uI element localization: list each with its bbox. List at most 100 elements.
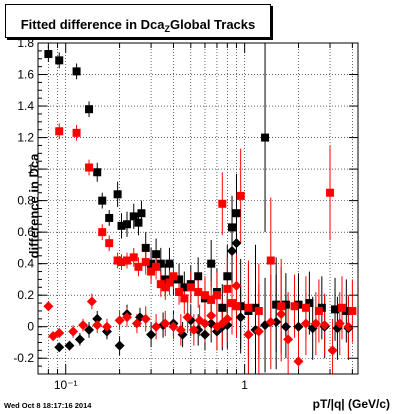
data-point-diamond — [131, 318, 142, 329]
data-point-square — [212, 291, 221, 300]
data-point-diamond — [334, 318, 345, 329]
chart-title-box: Fitted difference in DcaZGlobal Tracks — [5, 4, 271, 38]
data-point-diamond — [227, 246, 238, 257]
data-point-diamond — [114, 340, 125, 351]
data-point-square — [161, 283, 170, 292]
data-point-diamond — [188, 324, 199, 335]
data-point-diamond — [310, 318, 321, 329]
y-tick-label: 1 — [27, 162, 34, 176]
data-point-diamond — [222, 313, 233, 324]
data-point-diamond — [168, 321, 179, 332]
data-point-square — [156, 259, 165, 268]
data-point-diamond — [293, 356, 304, 367]
data-point-square — [218, 303, 227, 312]
data-point-square — [175, 275, 184, 284]
data-point-square — [122, 256, 131, 265]
data-point-square — [165, 278, 174, 287]
data-point-diamond — [92, 320, 103, 331]
data-point-diamond — [199, 318, 210, 329]
data-point-square — [85, 105, 94, 114]
data-point-square — [305, 299, 314, 308]
title-prefix: Fitted difference in Dca — [20, 17, 165, 32]
data-point-square — [348, 306, 357, 315]
data-point-square — [232, 302, 241, 311]
data-point-diamond — [280, 321, 291, 332]
data-point-diamond — [271, 316, 282, 327]
data-point-square — [117, 258, 126, 267]
y-tick-label: 0.4 — [17, 257, 34, 271]
data-point-square — [290, 302, 299, 311]
data-point-diamond — [86, 296, 97, 307]
data-point-square — [207, 259, 216, 268]
data-point-diamond — [92, 313, 103, 324]
y-tick-label: 0.6 — [17, 225, 34, 239]
data-point-square — [281, 300, 290, 309]
data-point-square — [232, 209, 241, 218]
data-point-diamond — [319, 320, 330, 331]
data-point-square — [152, 250, 161, 259]
data-point-diamond — [253, 326, 264, 337]
data-point-square — [180, 294, 189, 303]
data-point-square — [207, 295, 216, 304]
y-tick-label: -0.2 — [13, 351, 34, 365]
data-point-diamond — [146, 329, 157, 340]
data-point-square — [85, 163, 94, 172]
data-point-diamond — [231, 238, 242, 249]
data-point-diamond — [206, 310, 217, 321]
data-point-square — [194, 288, 203, 297]
data-point-square — [152, 262, 161, 271]
x-tick-label: 10⁻¹ — [54, 378, 78, 392]
data-point-diamond — [265, 316, 276, 327]
data-point-square — [228, 299, 237, 308]
data-point-square — [244, 303, 253, 312]
y-tick-label: 1.6 — [17, 68, 34, 82]
data-point-square — [137, 209, 146, 218]
data-point-square — [122, 220, 131, 229]
data-point-square — [218, 199, 227, 208]
data-point-diamond — [43, 301, 54, 312]
data-point-diamond — [140, 313, 151, 324]
timestamp: Wed Oct 8 18:17:16 2014 — [4, 401, 92, 410]
data-point-diamond — [54, 342, 65, 353]
data-point-diamond — [243, 329, 254, 340]
data-point-square — [55, 127, 64, 136]
data-point-square — [236, 302, 245, 311]
data-point-square — [194, 272, 203, 281]
data-point-diamond — [182, 312, 193, 323]
data-point-square — [105, 213, 114, 222]
data-point-square — [105, 239, 114, 248]
data-point-square — [236, 191, 245, 200]
data-point-square — [129, 212, 138, 221]
data-point-square — [134, 218, 143, 227]
data-point-diamond — [114, 315, 125, 326]
data-point-diamond — [343, 321, 354, 332]
data-point-square — [134, 262, 143, 271]
data-point-square — [141, 243, 150, 252]
data-point-diamond — [121, 312, 132, 323]
data-point-square — [161, 275, 170, 284]
data-point-square — [175, 288, 184, 297]
data-point-square — [301, 303, 310, 312]
data-point-diamond — [64, 340, 75, 351]
data-point-diamond — [175, 324, 186, 335]
x-axis-label: pT/|q| (GeV/c) — [312, 397, 390, 411]
data-point-diamond — [68, 326, 79, 337]
data-point-square — [72, 128, 81, 137]
title-suffix: Global Tracks — [169, 17, 256, 32]
data-point-square — [200, 291, 209, 300]
data-point-square — [180, 283, 189, 292]
data-point-square — [266, 256, 275, 265]
data-point-diamond — [151, 321, 162, 332]
data-point-square — [156, 280, 165, 289]
data-point-square — [338, 303, 347, 312]
data-point-diamond — [78, 320, 89, 331]
data-point-square — [141, 258, 150, 267]
data-point-square — [326, 188, 335, 197]
data-point-square — [165, 259, 174, 268]
data-point-square — [129, 253, 138, 262]
y-tick-label: 1.2 — [17, 131, 34, 145]
x-tick-label: 1 — [241, 378, 248, 392]
data-point-square — [72, 67, 81, 76]
data-point-diamond — [101, 321, 112, 332]
